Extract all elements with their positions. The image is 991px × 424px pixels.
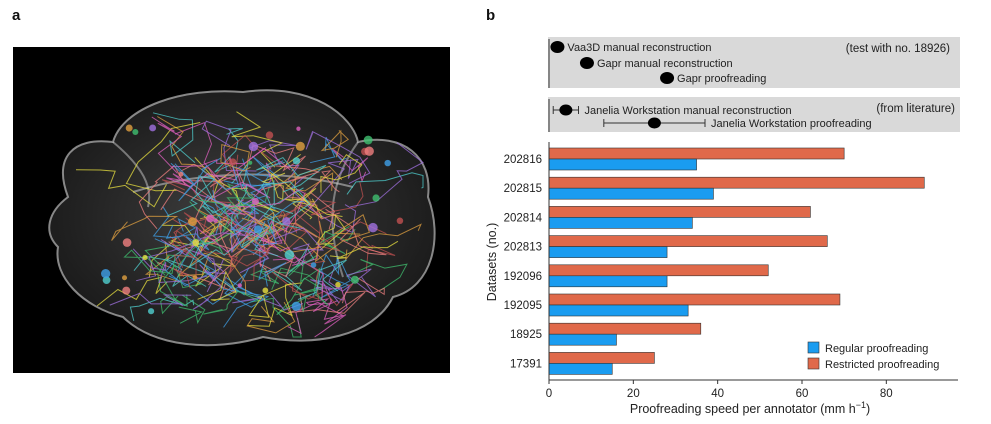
point-top-0: [550, 41, 565, 53]
bar-regular-192095: [548, 304, 689, 317]
legend-label-restricted: Restricted proofreading: [825, 359, 939, 371]
legend-swatch-regular: [807, 341, 820, 354]
category-label-18925: 18925: [510, 329, 542, 341]
brain-reconstruction-image: [13, 47, 450, 373]
point-lit-1: [647, 117, 661, 129]
y-axis-label: Datasets (no.): [485, 223, 499, 302]
literature-box-tag: (from literature): [876, 103, 955, 115]
bar-restricted-192095: [548, 293, 841, 306]
point-label-top-2: Gapr proofreading: [677, 73, 766, 85]
literature-box: [548, 97, 960, 132]
top-box-tag: (test with no. 18926): [846, 43, 950, 55]
x-axis-label: Proofreading speed per annotator (mm h−1…: [630, 400, 870, 416]
bar-restricted-18925: [548, 322, 702, 335]
point-label-lit-1: Janelia Workstation proofreading: [711, 118, 872, 130]
legend-swatch-restricted: [807, 357, 820, 370]
bar-restricted-202814: [548, 206, 811, 218]
category-label-192095: 192095: [504, 300, 542, 312]
category-label-17391: 17391: [510, 358, 542, 370]
top-comparison-box: [548, 37, 960, 88]
point-lit-0: [559, 104, 573, 116]
bar-restricted-202815: [548, 176, 925, 189]
x-tick-label-60: 60: [796, 388, 809, 400]
bar-regular-202816: [548, 158, 697, 171]
bar-restricted-17391: [548, 352, 655, 364]
x-tick-label-40: 40: [711, 388, 724, 400]
point-label-top-0: Vaa3D manual reconstruction: [567, 42, 711, 54]
bar-regular-18925: [548, 333, 617, 346]
bar-regular-202815: [548, 187, 714, 200]
bar-restricted-202813: [548, 235, 828, 247]
point-top-1: [579, 57, 594, 69]
category-label-202816: 202816: [504, 154, 542, 166]
bar-restricted-192096: [548, 264, 769, 277]
neuron-traces: [75, 111, 424, 338]
x-tick-label-20: 20: [627, 388, 640, 400]
x-tick-label-80: 80: [880, 388, 893, 400]
category-label-202814: 202814: [504, 212, 543, 224]
bar-restricted-202816: [548, 147, 845, 160]
bar-regular-202814: [548, 217, 693, 229]
x-tick-label-0: 0: [546, 388, 552, 400]
legend-label-regular: Regular proofreading: [825, 343, 928, 355]
bar-regular-192096: [548, 275, 668, 288]
category-label-202813: 202813: [504, 242, 542, 254]
brain-illustration: [48, 89, 436, 347]
bar-regular-202813: [548, 246, 668, 258]
bar-regular-17391: [548, 363, 613, 375]
panel-label-a: a: [12, 7, 21, 24]
point-top-2: [660, 72, 675, 84]
point-label-top-1: Gapr manual reconstruction: [597, 58, 733, 70]
point-label-lit-0: Janelia Workstation manual reconstructio…: [585, 105, 792, 117]
panel-label-b: b: [486, 7, 496, 24]
category-label-192096: 192096: [504, 271, 542, 283]
category-label-202815: 202815: [504, 183, 542, 195]
